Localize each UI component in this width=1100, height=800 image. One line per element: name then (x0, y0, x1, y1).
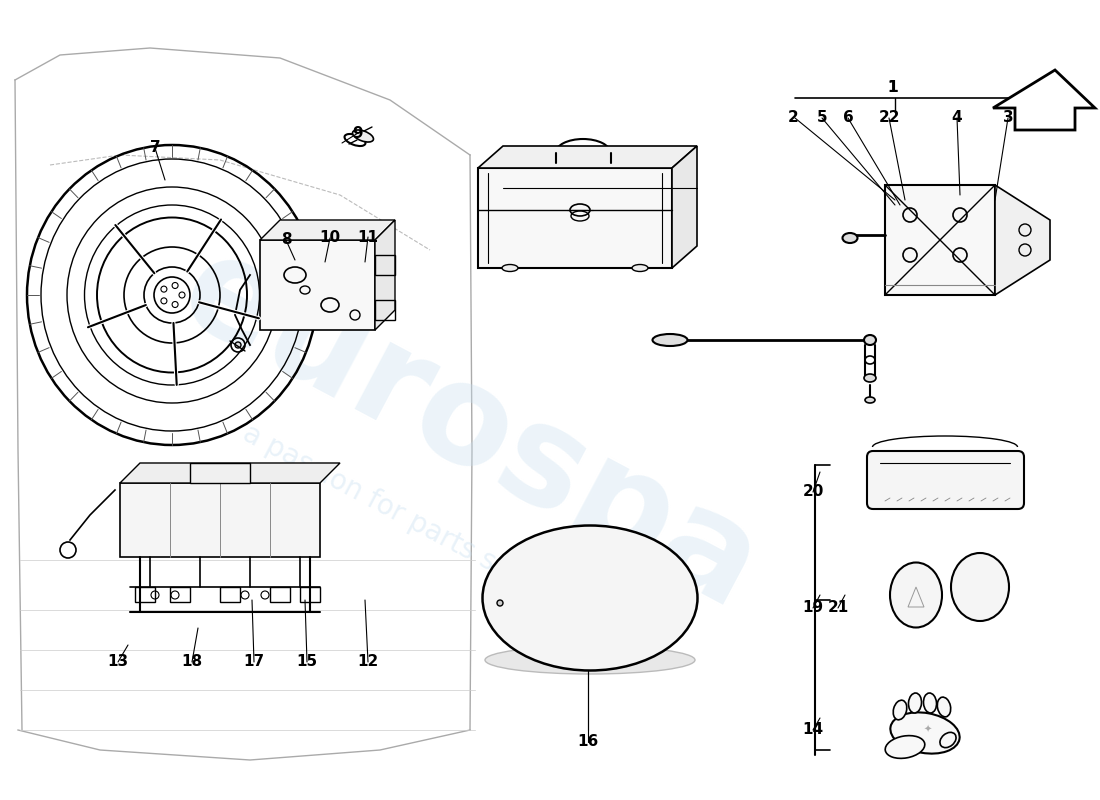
Text: ✦: ✦ (924, 725, 932, 735)
Text: 20: 20 (802, 485, 824, 499)
Text: 14: 14 (802, 722, 824, 738)
Text: 2: 2 (788, 110, 799, 126)
Polygon shape (190, 463, 250, 483)
Ellipse shape (843, 233, 858, 243)
Text: 15: 15 (296, 654, 318, 670)
Polygon shape (672, 146, 697, 268)
Text: 1: 1 (888, 79, 899, 94)
Text: 4: 4 (952, 110, 962, 126)
Text: 21: 21 (827, 601, 848, 615)
Text: 19: 19 (802, 601, 824, 615)
Ellipse shape (865, 397, 874, 403)
Ellipse shape (632, 265, 648, 271)
Ellipse shape (890, 712, 959, 754)
Polygon shape (993, 70, 1094, 130)
Text: 9: 9 (353, 126, 363, 141)
Ellipse shape (886, 736, 925, 758)
Ellipse shape (864, 374, 876, 382)
Text: 18: 18 (182, 654, 202, 670)
Circle shape (235, 342, 241, 348)
Polygon shape (260, 240, 375, 330)
Ellipse shape (502, 265, 518, 271)
FancyBboxPatch shape (867, 451, 1024, 509)
Ellipse shape (893, 700, 906, 720)
Polygon shape (375, 220, 395, 330)
Ellipse shape (864, 335, 876, 345)
Text: 17: 17 (243, 654, 265, 670)
Ellipse shape (485, 646, 695, 674)
Text: 6: 6 (843, 110, 854, 126)
Circle shape (497, 600, 503, 606)
Ellipse shape (939, 732, 956, 748)
Text: a passion for parts since 1985: a passion for parts since 1985 (239, 419, 622, 641)
Ellipse shape (909, 693, 922, 713)
Text: 12: 12 (358, 654, 378, 670)
Ellipse shape (483, 526, 697, 670)
Text: 8: 8 (280, 233, 292, 247)
Text: 16: 16 (578, 734, 598, 750)
Ellipse shape (952, 553, 1009, 621)
Ellipse shape (924, 693, 936, 713)
Text: 11: 11 (358, 230, 378, 245)
Ellipse shape (352, 130, 374, 142)
Polygon shape (478, 168, 672, 268)
Text: 7: 7 (150, 141, 161, 155)
Text: 13: 13 (108, 654, 129, 670)
Ellipse shape (937, 697, 950, 717)
Polygon shape (120, 463, 340, 483)
Polygon shape (120, 483, 320, 557)
Text: 5: 5 (816, 110, 827, 126)
Text: 10: 10 (319, 230, 341, 246)
Ellipse shape (890, 562, 942, 627)
Ellipse shape (652, 334, 688, 346)
Polygon shape (996, 185, 1050, 295)
Text: 3: 3 (1003, 110, 1013, 126)
Text: 22: 22 (878, 110, 900, 126)
Polygon shape (886, 185, 996, 295)
Text: eurospa: eurospa (158, 222, 781, 638)
Polygon shape (260, 220, 395, 240)
Polygon shape (478, 146, 697, 168)
Text: 1: 1 (888, 79, 899, 94)
